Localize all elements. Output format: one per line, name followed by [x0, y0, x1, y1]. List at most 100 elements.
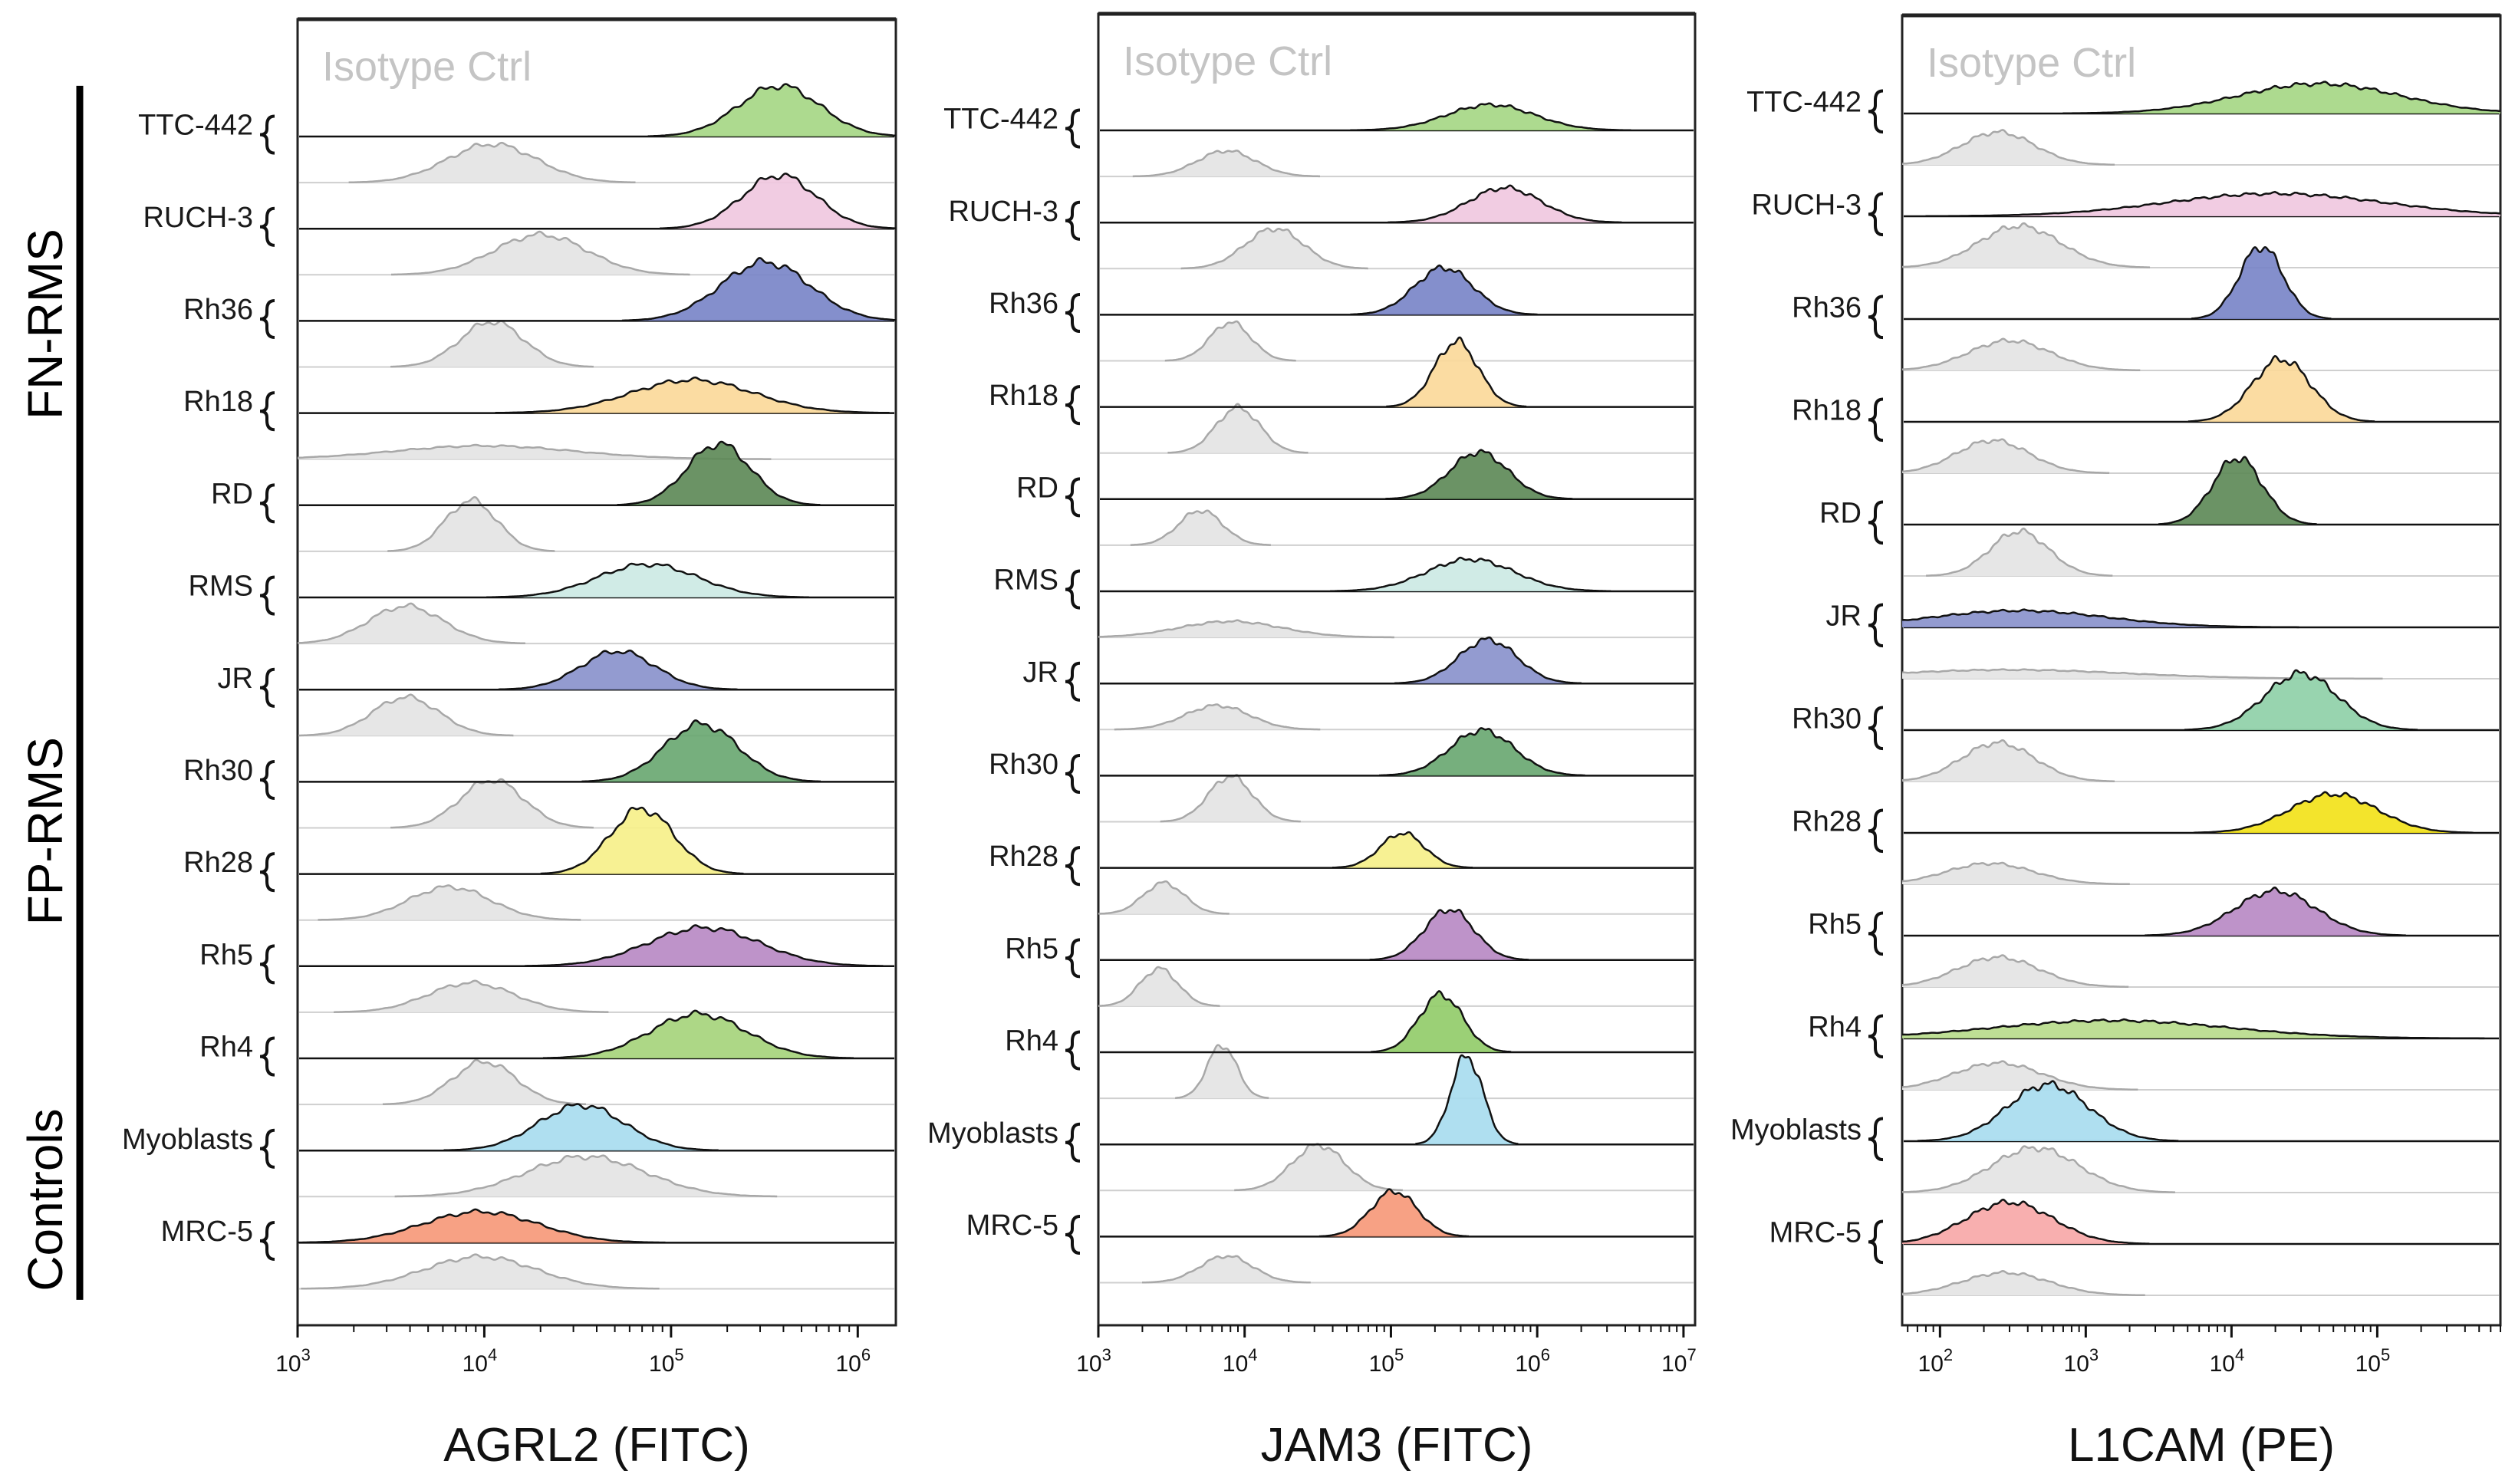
cell-line-label: JR: [1826, 600, 1862, 632]
isotype-histogram-fill: [318, 885, 581, 920]
cell-line-label: RD: [1016, 472, 1058, 504]
stain-histogram-fill: [1386, 337, 1527, 407]
row-brace: [259, 667, 275, 708]
stain-histogram-fill: [542, 1010, 854, 1058]
row-brace: [1868, 397, 1884, 443]
group-label: Controls: [18, 1108, 73, 1291]
row-brace: [1868, 603, 1884, 648]
stain-histogram-fill: [1925, 192, 2500, 216]
stain-histogram-line: [660, 173, 897, 230]
isotype-histogram-fill: [298, 603, 525, 644]
cell-line-label: Rh5: [1808, 908, 1862, 940]
row-brace: [259, 483, 275, 524]
cell-line-label: RMS: [189, 571, 253, 603]
isotype-ctrl-label: Isotype Ctrl: [322, 44, 532, 90]
isotype-histogram-line: [298, 602, 525, 645]
stain-histogram-line: [2158, 456, 2317, 525]
x-axis-title: L1CAM (PE): [2068, 1419, 2335, 1472]
stain-histogram-fill: [647, 84, 896, 137]
row-rh5: Rh5: [1808, 887, 2499, 989]
isotype-histogram-line: [1098, 880, 1230, 915]
row-rh30: Rh30: [989, 727, 1694, 823]
isotype-histogram-line: [390, 320, 594, 368]
row-rh5: Rh5: [1005, 909, 1694, 1007]
row-brace: [259, 944, 275, 985]
row-ruch-3: RUCH-3: [143, 173, 897, 276]
isotype-histogram-fill: [1902, 1146, 2175, 1193]
stain-histogram-line: [1350, 264, 1538, 316]
isotype-histogram-fill: [1114, 704, 1321, 730]
stain-histogram-line: [1330, 556, 1611, 592]
row-ttc-442: TTC-442: [138, 83, 897, 184]
isotype-histogram-line: [394, 1154, 778, 1198]
cell-line-label: MRC-5: [161, 1216, 253, 1248]
cell-line-label: Myoblasts: [927, 1117, 1058, 1150]
row-rh28: Rh28: [1792, 791, 2499, 886]
row-brace: [259, 1220, 275, 1262]
isotype-histogram-line: [1901, 954, 2129, 989]
isotype-histogram-line: [1901, 861, 2130, 886]
cell-line-label: Myoblasts: [122, 1124, 253, 1156]
row-brace: [1065, 1030, 1081, 1071]
cell-line-label: Rh28: [1792, 805, 1862, 837]
isotype-histogram-fill: [1130, 510, 1271, 545]
isotype-histogram-line: [1902, 222, 2151, 268]
row-rh28: Rh28: [183, 806, 894, 921]
stain-histogram-line: [1369, 909, 1529, 961]
isotype-histogram-fill: [334, 980, 609, 1012]
tick-label: 103: [275, 1345, 311, 1377]
row-rh36: Rh36: [1792, 246, 2499, 372]
stain-histogram-line: [617, 440, 821, 506]
row-rh4: Rh4: [1005, 990, 1694, 1100]
cell-line-label: Rh18: [989, 380, 1058, 412]
group-labels: FN-RMS FP-RMS Controls: [18, 85, 84, 1300]
row-brace: [1868, 1014, 1884, 1059]
stain-histogram-line: [486, 562, 809, 598]
cell-line-label: RUCH-3: [1751, 189, 1862, 221]
isotype-histogram-fill: [1902, 130, 2115, 165]
isotype-ctrl-label: Isotype Ctrl: [1123, 38, 1332, 84]
cell-line-label: TTC-442: [943, 104, 1058, 136]
stain-histogram-fill: [1379, 728, 1585, 776]
row-brace: [1065, 477, 1081, 518]
isotype-histogram-fill: [1902, 863, 2130, 884]
stain-histogram-line: [1388, 184, 1622, 224]
row-brace: [1868, 911, 1884, 956]
cell-line-label: MRC-5: [966, 1209, 1058, 1242]
stain-histogram-line: [2187, 355, 2375, 423]
cell-line-label: TTC-442: [138, 110, 253, 142]
isotype-histogram-fill: [1234, 1143, 1403, 1191]
cell-line-label: RD: [1819, 497, 1862, 529]
cell-line-label: RMS: [994, 564, 1058, 597]
isotype-histogram-line: [1160, 774, 1301, 823]
isotype-histogram-line: [1098, 619, 1394, 639]
row-ttc-442: TTC-442: [943, 102, 1694, 178]
cell-line-label: Rh30: [1792, 703, 1862, 735]
isotype-histogram-line: [1142, 1255, 1311, 1284]
isotype-histogram-line: [387, 495, 555, 552]
row-brace: [1868, 500, 1884, 545]
stain-histogram-fill: [2062, 81, 2500, 114]
stain-histogram-fill: [298, 1209, 666, 1243]
group-controls: Controls: [18, 1100, 84, 1300]
row-brace: [1065, 1122, 1081, 1163]
isotype-histogram-line: [1901, 1270, 2145, 1297]
isotype-histogram-fill: [1132, 150, 1320, 177]
stain-histogram-line: [2062, 81, 2501, 115]
tick-label: 104: [2210, 1345, 2245, 1377]
stain-histogram-line: [2184, 669, 2418, 731]
stain-histogram-line: [443, 1103, 719, 1152]
isotype-histogram-line: [382, 1058, 586, 1106]
isotype-histogram-fill: [1902, 740, 2115, 781]
row-brace: [1868, 294, 1884, 340]
stain-histogram-fill: [498, 650, 738, 690]
cell-line-label: Rh4: [199, 1032, 253, 1064]
stain-histogram-line: [1386, 336, 1527, 408]
isotype-histogram-fill: [1902, 338, 2141, 370]
cell-line-label: Rh30: [183, 755, 253, 787]
row-brace: [1065, 569, 1081, 610]
row-brace: [1065, 938, 1081, 979]
stain-histogram-fill: [1388, 185, 1622, 223]
tick-label: 104: [463, 1345, 498, 1377]
row-mrc-5: MRC-5: [1769, 1198, 2499, 1297]
